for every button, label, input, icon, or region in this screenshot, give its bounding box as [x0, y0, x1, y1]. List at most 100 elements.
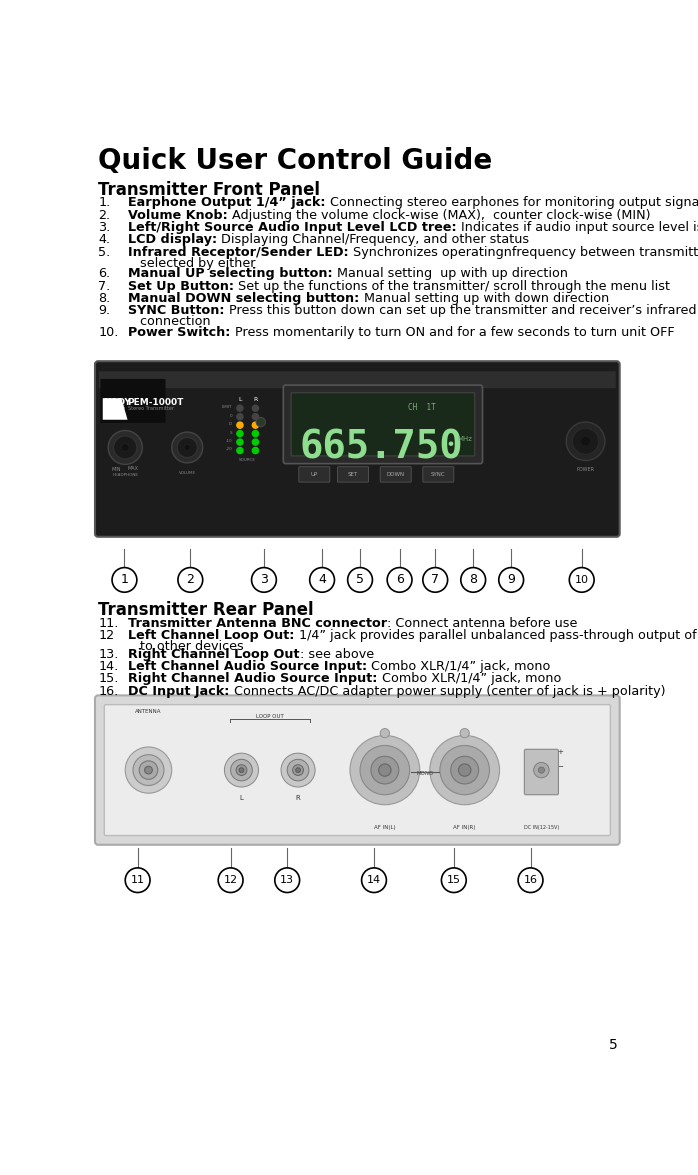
- Circle shape: [581, 437, 591, 447]
- Circle shape: [239, 767, 244, 772]
- Text: Set Up Button:: Set Up Button:: [128, 280, 234, 293]
- Circle shape: [518, 868, 543, 893]
- Text: 10: 10: [574, 575, 588, 585]
- Text: AF IN(R): AF IN(R): [454, 825, 476, 830]
- Text: 15: 15: [447, 875, 461, 885]
- Circle shape: [296, 767, 300, 772]
- Circle shape: [360, 745, 410, 794]
- Circle shape: [440, 745, 489, 794]
- Text: 2.: 2.: [98, 209, 110, 222]
- Circle shape: [114, 436, 137, 459]
- Text: MONO: MONO: [416, 772, 433, 777]
- Text: 8: 8: [469, 573, 477, 586]
- Text: LIMIT: LIMIT: [222, 405, 232, 409]
- Text: -10: -10: [225, 439, 232, 443]
- Circle shape: [252, 448, 258, 454]
- Text: 3: 3: [260, 573, 268, 586]
- Circle shape: [461, 568, 486, 592]
- Text: 2: 2: [186, 573, 194, 586]
- Circle shape: [310, 568, 334, 592]
- Text: : Connect antenna before use: : Connect antenna before use: [387, 617, 578, 630]
- Text: 8.: 8.: [98, 291, 110, 306]
- Text: Right Channel Audio Source Input:: Right Channel Audio Source Input:: [128, 672, 377, 685]
- Circle shape: [125, 747, 172, 793]
- Circle shape: [252, 405, 258, 411]
- Text: Manual setting up with down direction: Manual setting up with down direction: [359, 291, 609, 306]
- Circle shape: [237, 405, 243, 411]
- Text: R: R: [296, 794, 300, 800]
- Circle shape: [451, 757, 479, 784]
- Text: L: L: [239, 794, 244, 800]
- Circle shape: [566, 422, 605, 461]
- Circle shape: [378, 764, 391, 777]
- Text: 1: 1: [121, 573, 128, 586]
- Circle shape: [237, 439, 243, 445]
- Text: DC IN(12-15V): DC IN(12-15V): [524, 825, 559, 830]
- Text: 12: 12: [98, 629, 114, 643]
- Text: -20: -20: [225, 448, 232, 451]
- Text: 16.: 16.: [98, 685, 119, 698]
- Circle shape: [430, 736, 500, 805]
- Text: 9: 9: [507, 573, 515, 586]
- FancyBboxPatch shape: [524, 750, 558, 794]
- Text: Synchronizes operatingnfrequency between transmitter and receiver as: Synchronizes operatingnfrequency between…: [349, 246, 698, 258]
- Circle shape: [178, 568, 202, 592]
- Circle shape: [534, 763, 549, 778]
- Circle shape: [184, 444, 191, 450]
- Circle shape: [133, 754, 164, 786]
- Circle shape: [281, 753, 315, 787]
- Text: ANTENNA: ANTENNA: [135, 710, 162, 714]
- Circle shape: [139, 761, 158, 779]
- Polygon shape: [103, 398, 128, 419]
- Circle shape: [460, 728, 469, 738]
- Text: MIN: MIN: [111, 468, 121, 472]
- Text: 11: 11: [131, 875, 144, 885]
- Circle shape: [144, 766, 152, 774]
- Text: 3.: 3.: [98, 221, 110, 234]
- Text: 1.: 1.: [98, 196, 110, 209]
- Text: R: R: [253, 397, 258, 402]
- Text: 15.: 15.: [98, 672, 119, 685]
- Text: Combo XLR/1/4” jack, mono: Combo XLR/1/4” jack, mono: [378, 672, 561, 685]
- Text: Set up the functions of the transmitter/ scroll through the menu list: Set up the functions of the transmitter/…: [235, 280, 670, 293]
- Text: 10.: 10.: [98, 325, 119, 338]
- Text: MAX: MAX: [128, 466, 138, 471]
- Text: LCD display:: LCD display:: [128, 234, 216, 247]
- Text: Adjusting the volume clock-wise (MAX),  counter clock-wise (MIN): Adjusting the volume clock-wise (MAX), c…: [228, 209, 651, 222]
- Text: SYNC: SYNC: [431, 472, 445, 477]
- FancyBboxPatch shape: [283, 385, 482, 464]
- FancyBboxPatch shape: [380, 466, 411, 482]
- Text: Left Channel Loop Out:: Left Channel Loop Out:: [128, 629, 294, 643]
- Circle shape: [237, 422, 243, 428]
- FancyBboxPatch shape: [95, 361, 620, 537]
- FancyBboxPatch shape: [101, 378, 165, 423]
- Circle shape: [348, 568, 373, 592]
- Circle shape: [538, 767, 544, 773]
- Text: HEADPHONE: HEADPHONE: [112, 472, 138, 477]
- Circle shape: [172, 432, 202, 463]
- Circle shape: [380, 728, 389, 738]
- Text: L: L: [238, 397, 242, 402]
- Circle shape: [121, 444, 129, 451]
- Text: Infrared Receptor/Sender LED:: Infrared Receptor/Sender LED:: [128, 246, 348, 258]
- Text: Transmitter Rear Panel: Transmitter Rear Panel: [98, 600, 313, 619]
- Text: DOWN: DOWN: [387, 472, 405, 477]
- Text: 1/4” jack provides parallel unbalanced pass-through output of input source signa: 1/4” jack provides parallel unbalanced p…: [295, 629, 698, 643]
- Text: SYNC Button:: SYNC Button:: [128, 304, 224, 317]
- Text: 5.: 5.: [98, 246, 110, 258]
- Circle shape: [230, 759, 252, 781]
- Text: Transmitter Antenna BNC connector: Transmitter Antenna BNC connector: [128, 617, 387, 630]
- Circle shape: [387, 568, 412, 592]
- Text: : see above: : see above: [300, 647, 374, 660]
- Text: selected by either: selected by either: [128, 256, 255, 269]
- Text: 11.: 11.: [98, 617, 119, 630]
- Text: S: S: [230, 430, 232, 435]
- Text: Indicates if audio input source level is optional: Indicates if audio input source level is…: [457, 221, 698, 234]
- Circle shape: [218, 868, 243, 893]
- Text: −: −: [557, 764, 563, 770]
- Text: 4: 4: [318, 573, 326, 586]
- Text: Volume Knob:: Volume Knob:: [128, 209, 228, 222]
- Text: 14.: 14.: [98, 660, 119, 673]
- FancyBboxPatch shape: [299, 466, 330, 482]
- Text: SET: SET: [348, 472, 358, 477]
